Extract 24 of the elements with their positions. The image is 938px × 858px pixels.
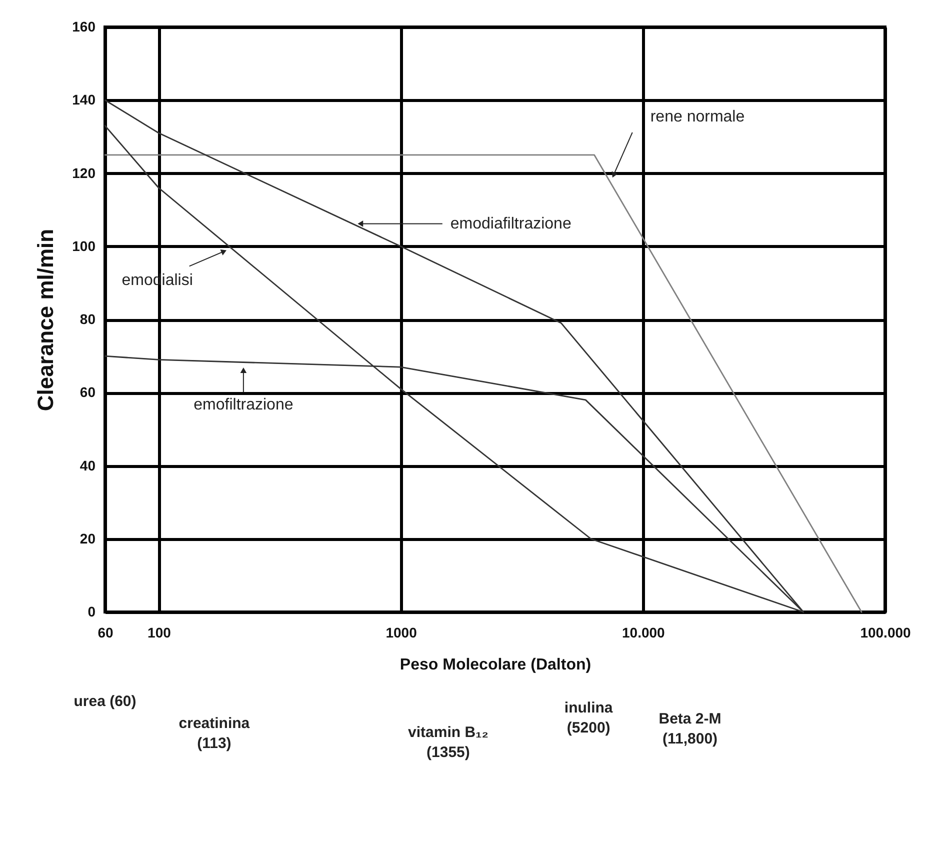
y-tick-label: 60 (80, 384, 96, 400)
x-tick-label: 60 (98, 624, 114, 640)
x-tick-label: 100 (148, 624, 172, 640)
x-tick-label: 10.000 (622, 624, 666, 640)
y-axis-title: Clearance ml/min (33, 228, 58, 412)
y-tick-label: 140 (72, 92, 96, 108)
text: emofiltrazione (194, 396, 294, 414)
text: inulina (5200) (564, 700, 614, 737)
y-tick-label: 100 (72, 238, 96, 254)
y-tick-label: 160 (72, 18, 96, 34)
text: rene normale (650, 108, 745, 126)
y-tick-label: 20 (80, 530, 96, 546)
y-tick-label: 40 (80, 457, 96, 474)
text: urea (60) (74, 693, 136, 710)
x-tick-label: 100.000 (860, 624, 912, 640)
x-tick-label: 1000 (386, 624, 418, 640)
x-axis-title: Peso Molecolare (Dalton) (400, 656, 592, 674)
y-tick-label: 80 (80, 311, 96, 327)
y-tick-label: 0 (88, 604, 96, 620)
text: vitamin B₁₂ (1355) (408, 724, 488, 761)
text: creatinina (113) (178, 715, 250, 752)
y-tick-label: 120 (72, 164, 96, 181)
text: emodiafiltrazione (450, 216, 572, 233)
text: Beta 2-M (11,800) (658, 710, 722, 748)
